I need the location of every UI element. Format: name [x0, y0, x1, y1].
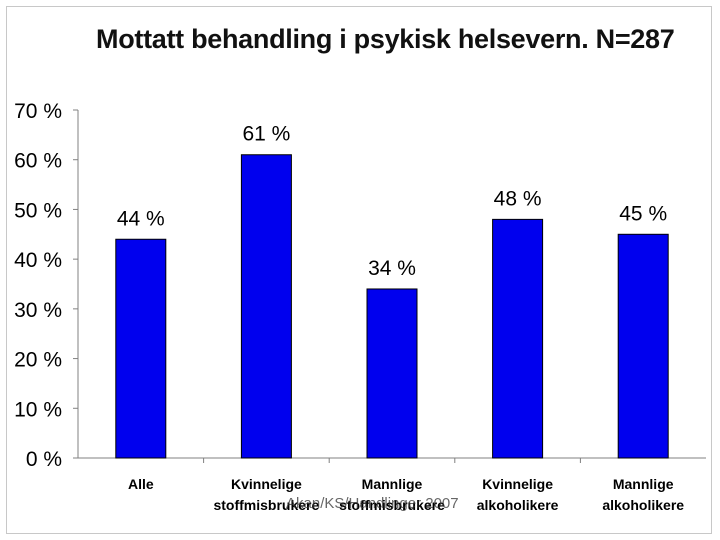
chart-title: Mottatt behandling i psykisk helsevern. …: [96, 24, 675, 54]
x-category-label: Kvinnelige: [231, 476, 302, 492]
y-tick-label: 10 %: [14, 398, 62, 421]
slide-border: [6, 6, 712, 534]
x-category-label: Alle: [128, 476, 154, 492]
data-label: 44 %: [117, 207, 165, 230]
bar: [492, 218, 544, 459]
bar: [617, 233, 669, 459]
y-tick-label: 40 %: [14, 249, 62, 272]
data-label: 48 %: [494, 187, 542, 210]
x-category-label: alkoholikere: [602, 497, 684, 513]
bar: [240, 154, 292, 459]
y-tick-label: 30 %: [14, 299, 62, 322]
bar: [366, 288, 418, 459]
y-tick-label: 70 %: [14, 100, 62, 123]
data-label: 61 %: [242, 123, 290, 146]
x-category-label: Mannlige: [362, 476, 423, 492]
x-category-label: stoffmisbrukere: [339, 497, 445, 513]
data-label: 45 %: [619, 202, 667, 225]
x-category-label: alkoholikere: [477, 497, 559, 513]
x-category-label: stoffmisbrukere: [213, 497, 319, 513]
bar: [115, 238, 167, 459]
y-tick-label: 0 %: [26, 448, 62, 471]
data-label: 34 %: [368, 257, 416, 280]
y-tick-label: 20 %: [14, 349, 62, 372]
y-tick-label: 50 %: [14, 199, 62, 222]
y-tick-label: 60 %: [14, 150, 62, 173]
x-category-label: Mannlige: [613, 476, 674, 492]
footer-text: Akan/KS/Handlinger 2007: [286, 495, 459, 512]
x-category-label: Kvinnelige: [482, 476, 553, 492]
